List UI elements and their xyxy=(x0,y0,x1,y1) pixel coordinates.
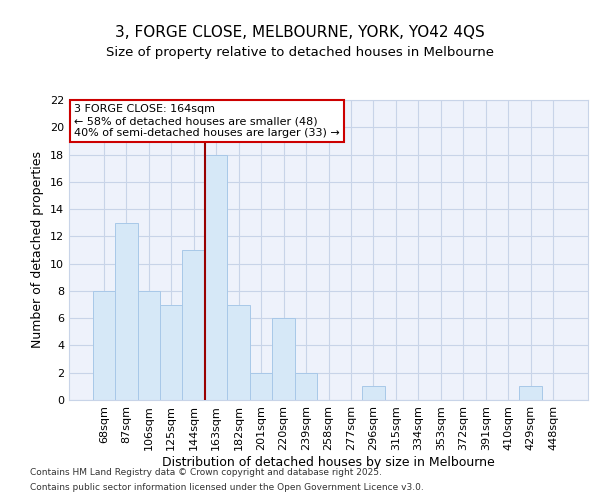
Bar xyxy=(362,386,385,400)
Text: 3 FORGE CLOSE: 164sqm
← 58% of detached houses are smaller (48)
40% of semi-deta: 3 FORGE CLOSE: 164sqm ← 58% of detached … xyxy=(74,104,340,138)
Bar xyxy=(520,386,542,400)
Bar xyxy=(227,304,250,400)
Bar xyxy=(137,291,160,400)
Text: Contains public sector information licensed under the Open Government Licence v3: Contains public sector information licen… xyxy=(30,483,424,492)
Bar xyxy=(295,372,317,400)
Text: Contains HM Land Registry data © Crown copyright and database right 2025.: Contains HM Land Registry data © Crown c… xyxy=(30,468,382,477)
Bar xyxy=(160,304,182,400)
Text: 3, FORGE CLOSE, MELBOURNE, YORK, YO42 4QS: 3, FORGE CLOSE, MELBOURNE, YORK, YO42 4Q… xyxy=(115,25,485,40)
Bar xyxy=(182,250,205,400)
Y-axis label: Number of detached properties: Number of detached properties xyxy=(31,152,44,348)
Bar xyxy=(115,222,137,400)
Bar xyxy=(92,291,115,400)
Text: Size of property relative to detached houses in Melbourne: Size of property relative to detached ho… xyxy=(106,46,494,59)
X-axis label: Distribution of detached houses by size in Melbourne: Distribution of detached houses by size … xyxy=(162,456,495,468)
Bar xyxy=(250,372,272,400)
Bar xyxy=(205,154,227,400)
Bar xyxy=(272,318,295,400)
